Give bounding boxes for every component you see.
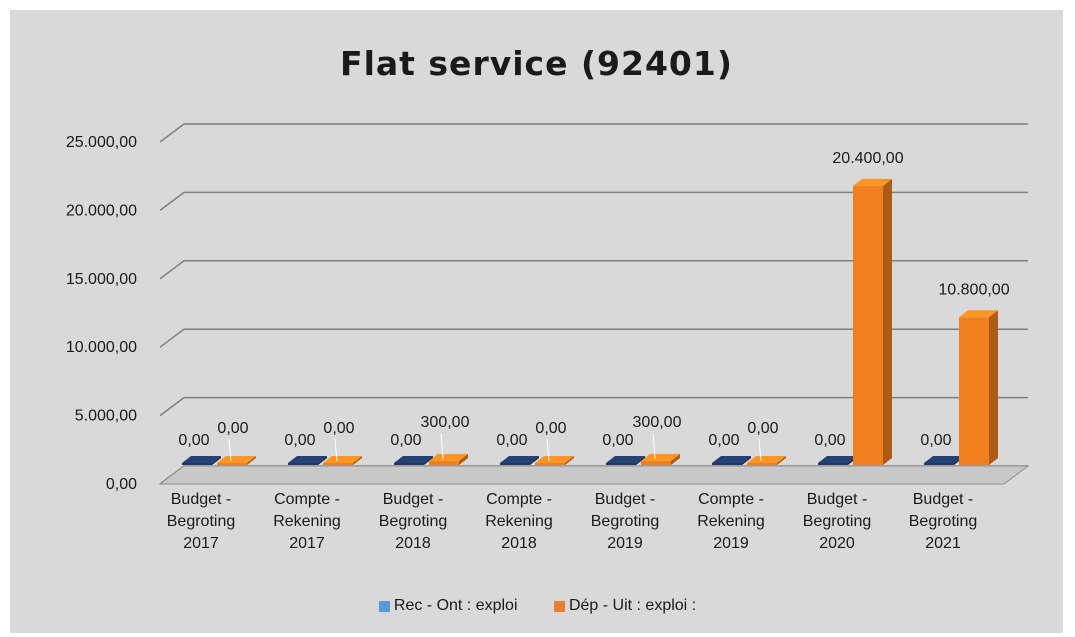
gridline <box>159 260 1028 280</box>
bar-top <box>429 453 468 461</box>
bar-side <box>318 456 327 465</box>
y-tick-label: 25.000,00 <box>66 134 137 151</box>
data-label: 0,00 <box>708 432 739 449</box>
legend-swatch-dep <box>553 600 565 612</box>
bar-top <box>853 178 892 186</box>
x-tick-label: Budget -Begroting 2017 <box>167 491 236 552</box>
label-leader-line <box>546 438 550 462</box>
gridline <box>159 191 1028 211</box>
y-tick-label: 15.000,00 <box>66 271 137 288</box>
label-leader-line <box>228 438 232 462</box>
bar-top <box>394 456 433 463</box>
data-label: 0,00 <box>920 432 951 449</box>
bar <box>606 463 636 465</box>
bar <box>959 317 989 465</box>
bar <box>288 463 318 465</box>
legend-item-dep[interactable]: Dép - Uit : exploi : <box>553 597 697 615</box>
bar-top <box>712 456 751 463</box>
label-leader-line <box>440 432 444 459</box>
y-tick-label: 10.000,00 <box>66 339 137 356</box>
bar-top <box>924 456 963 463</box>
legend-label-dep: Dép - Uit : exploi : <box>568 597 697 614</box>
bar-top <box>535 456 574 463</box>
x-tick-label: Budget -Begroting 2018 <box>379 491 448 552</box>
bar-side <box>989 310 998 465</box>
x-tick-label: Budget -Begroting 2021 <box>909 491 978 552</box>
gridline <box>159 328 1028 348</box>
bar <box>853 185 883 466</box>
bar-top <box>641 453 680 461</box>
gridline <box>159 123 1028 143</box>
y-tick-label: 0,00 <box>106 476 137 493</box>
x-tick-label: Budget -Begroting 2020 <box>803 491 872 552</box>
legend-label-rec: Rec - Ont : exploi <box>393 597 518 614</box>
bar <box>641 460 671 465</box>
x-tick-label: Compte -Rekening 2017 <box>273 491 341 552</box>
legend-item-rec[interactable]: Rec - Ont : exploi <box>378 597 518 615</box>
bar-side <box>777 456 786 465</box>
y-tick-label: 5.000,00 <box>75 408 137 425</box>
data-label: 20.400,00 <box>832 150 903 167</box>
bar-top <box>959 310 998 318</box>
bar-side <box>247 456 256 465</box>
data-label: 0,00 <box>284 432 315 449</box>
bar-side <box>424 456 433 465</box>
chart-floor <box>158 465 1030 485</box>
bar-top <box>288 456 327 463</box>
bar-side <box>459 453 468 465</box>
bar <box>182 463 212 465</box>
bar-top <box>323 456 362 463</box>
data-label: 0,00 <box>814 432 845 449</box>
bar-top <box>500 456 539 463</box>
bar-side <box>883 178 892 466</box>
bar-side <box>530 456 539 465</box>
data-label: 0,00 <box>535 420 566 437</box>
bar-top <box>182 456 221 463</box>
bar-top <box>747 456 786 463</box>
bar-side <box>636 456 645 465</box>
y-tick-label: 20.000,00 <box>66 202 137 219</box>
bar-side <box>212 456 221 465</box>
bar-side <box>353 456 362 465</box>
x-tick-label: Compte -Rekening 2019 <box>697 491 765 552</box>
bar-top <box>606 456 645 463</box>
bar <box>500 463 530 465</box>
data-label: 0,00 <box>178 432 209 449</box>
bar-top <box>818 456 857 463</box>
bar-side <box>671 453 680 465</box>
bar <box>323 463 353 465</box>
chart-legend: Rec - Ont : exploi Dép - Uit : exploi : <box>0 597 1075 617</box>
bar <box>394 463 424 465</box>
gridline <box>159 396 1028 417</box>
x-tick-label: Compte -Rekening 2018 <box>485 491 553 552</box>
bar <box>712 463 742 465</box>
data-label: 0,00 <box>323 420 354 437</box>
label-leader-line <box>334 438 338 462</box>
label-leader-line <box>758 438 762 462</box>
data-label: 300,00 <box>421 414 470 431</box>
bar <box>217 463 247 465</box>
data-label: 300,00 <box>633 414 682 431</box>
data-label: 0,00 <box>602 432 633 449</box>
legend-swatch-rec <box>378 600 390 612</box>
bar <box>818 463 848 465</box>
bar <box>429 460 459 465</box>
data-label: 0,00 <box>390 432 421 449</box>
data-label: 10.800,00 <box>938 281 1009 298</box>
x-tick-label: Budget -Begroting 2019 <box>591 491 660 552</box>
data-label: 0,00 <box>496 432 527 449</box>
bar <box>747 463 777 465</box>
chart-title: Flat service (92401) <box>340 44 733 83</box>
data-label: 0,00 <box>217 420 248 437</box>
bar-side <box>565 456 574 465</box>
bar <box>535 463 565 465</box>
label-leader-line <box>652 432 656 459</box>
bar-side <box>742 456 751 465</box>
bar-top <box>217 456 256 463</box>
bar <box>924 463 954 465</box>
data-label: 0,00 <box>747 420 778 437</box>
